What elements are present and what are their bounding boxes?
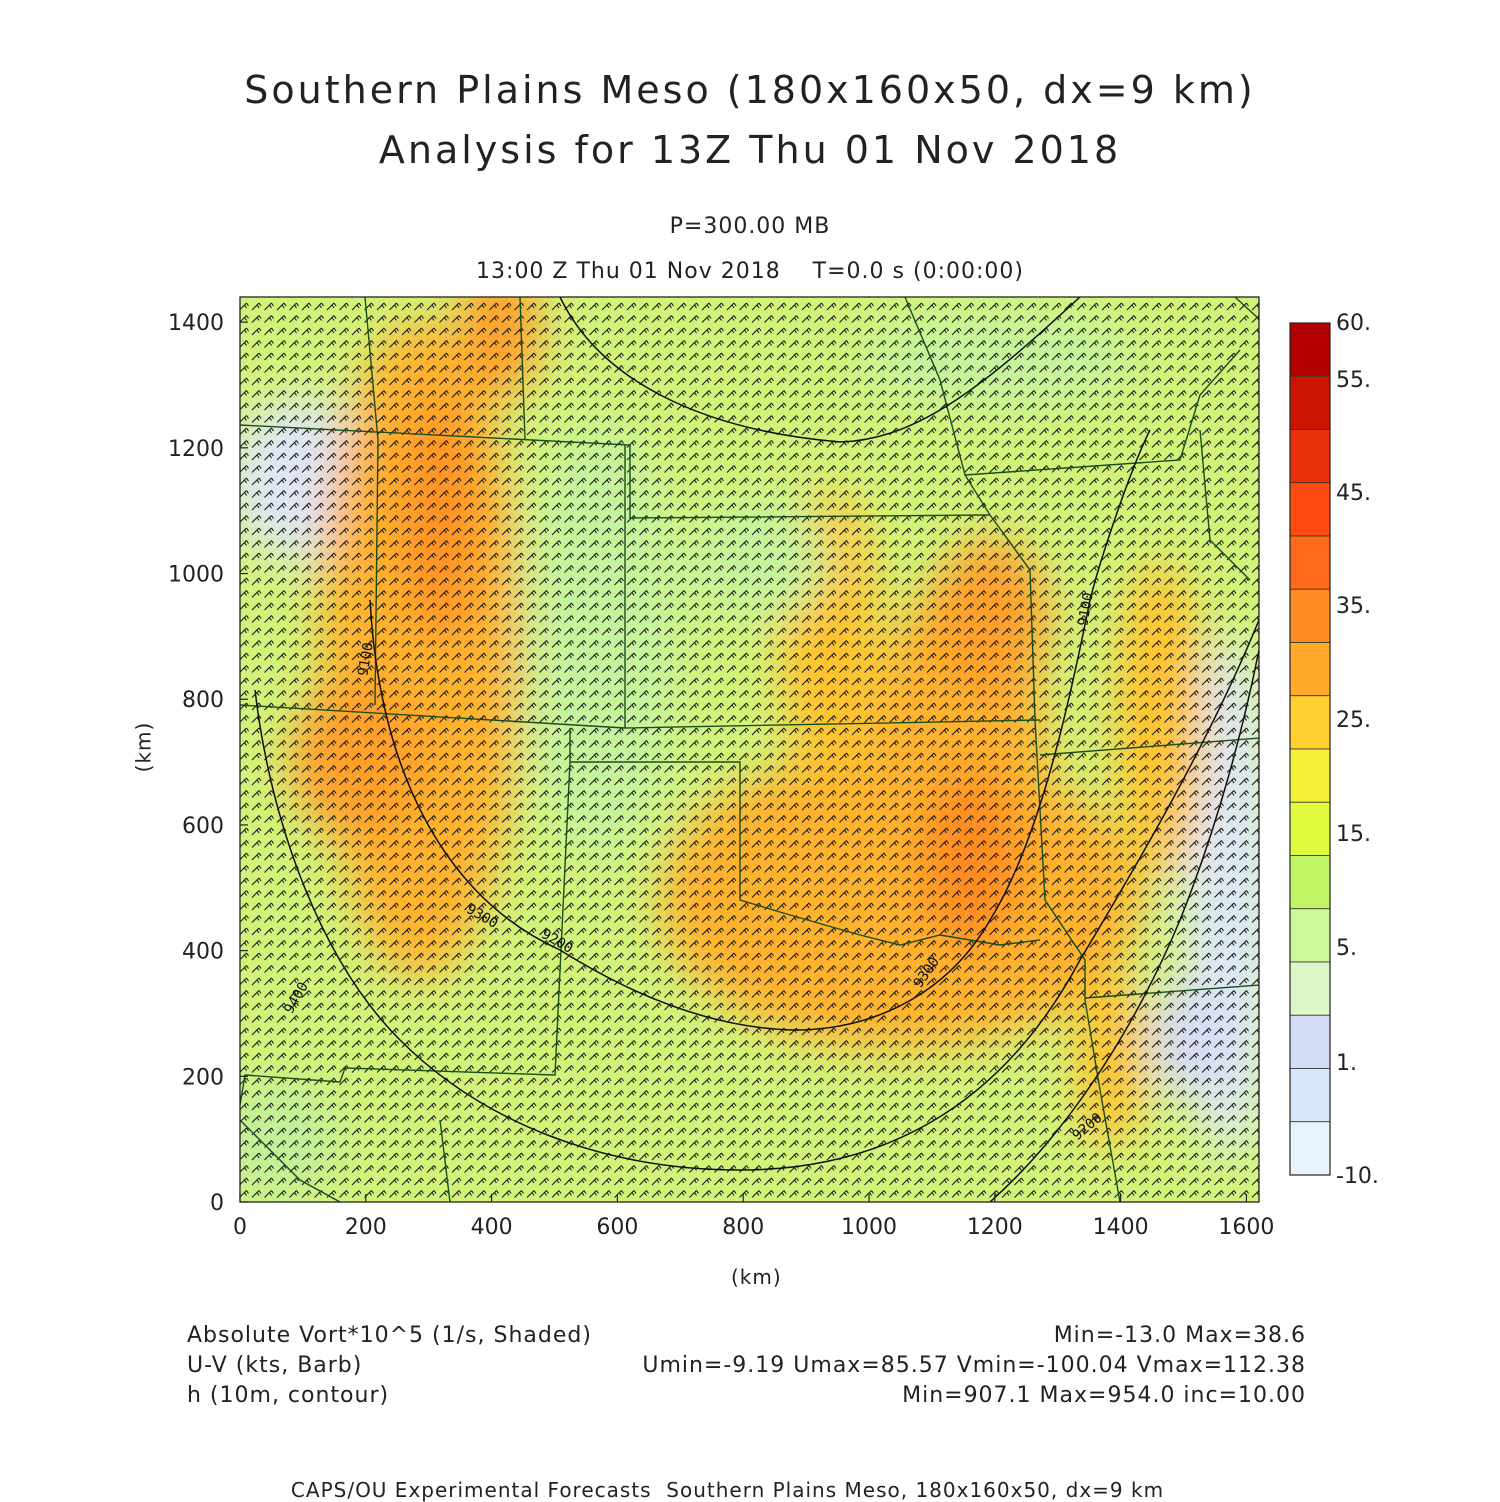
colorbar-label: 5.	[1336, 936, 1357, 961]
contour-label: 9100	[1075, 591, 1097, 627]
colorbar-label: 45.	[1336, 481, 1371, 506]
colorbar-swatch	[1289, 1121, 1331, 1176]
y-tick-label: 600	[182, 814, 224, 839]
colorbar-swatch	[1289, 375, 1331, 430]
vorticity-field	[240, 297, 1259, 1202]
colorbar-swatch	[1289, 748, 1331, 803]
y-tick-label: 1000	[168, 563, 224, 588]
colorbar-swatch	[1289, 961, 1331, 1016]
colorbar-swatch	[1289, 588, 1331, 643]
x-tick-label: 1600	[1218, 1215, 1274, 1240]
colorbar-label: 25.	[1336, 708, 1371, 733]
x-tick-label: 0	[233, 1215, 247, 1240]
colorbar-label: 35.	[1336, 594, 1371, 619]
y-tick-label: 1200	[168, 437, 224, 462]
y-axis-ticks: 0 200 400 600 800 1000 1200 1400	[168, 311, 248, 1216]
x-tick-label: 1200	[967, 1215, 1023, 1240]
colorbar-frame	[1289, 322, 1331, 1176]
colorbar-swatch	[1289, 482, 1331, 537]
colorbar-swatch	[1289, 1068, 1331, 1123]
y-tick-label: 400	[182, 940, 224, 965]
barb-field-label: U-V (kts, Barb)	[187, 1353, 363, 1378]
colorbar-swatch	[1289, 642, 1331, 697]
shaded-field-stats: Min=-13.0 Max=38.6	[1053, 1323, 1306, 1348]
colorbar-label: 1.	[1336, 1051, 1357, 1076]
colorbar-labels: 60. 55. 45. 35. 25. 15. 5. 1. -10.	[1336, 311, 1379, 1189]
colorbar-swatch	[1289, 322, 1331, 377]
pressure-level: P=300.00 MB	[669, 214, 831, 239]
title-line-2: Analysis for 13Z Thu 01 Nov 2018	[378, 128, 1122, 172]
barb-field-stats: Umin=-9.19 Umax=85.57 Vmin=-100.04 Vmax=…	[642, 1353, 1306, 1378]
colorbar-label: 15.	[1336, 822, 1371, 847]
y-tick-label: 800	[182, 688, 224, 713]
colorbar-swatch	[1289, 429, 1331, 484]
contour-field-label: h (10m, contour)	[187, 1383, 390, 1408]
colorbar-label: 55.	[1336, 368, 1371, 393]
title-line-1: Southern Plains Meso (180x160x50, dx=9 k…	[244, 68, 1256, 112]
colorbar-swatch	[1289, 695, 1331, 750]
x-tick-label: 1000	[841, 1215, 897, 1240]
colorbar-label: -10.	[1336, 1164, 1379, 1189]
colorbar-swatch	[1289, 1014, 1331, 1069]
shaded-field-label: Absolute Vort*10^5 (1/s, Shaded)	[187, 1323, 592, 1348]
colorbar	[1289, 322, 1331, 1176]
colorbar-swatch	[1289, 535, 1331, 590]
y-tick-label: 1400	[168, 311, 224, 336]
x-axis-label: (km)	[731, 1265, 782, 1289]
y-tick-label: 0	[210, 1191, 224, 1216]
x-tick-label: 1400	[1093, 1215, 1149, 1240]
x-tick-label: 200	[345, 1215, 387, 1240]
colorbar-label: 60.	[1336, 311, 1371, 336]
y-tick-label: 200	[182, 1065, 224, 1090]
credit-line: CAPS/OU Experimental Forecasts Southern …	[290, 1478, 1165, 1502]
x-tick-label: 800	[722, 1215, 764, 1240]
colorbar-swatch	[1289, 801, 1331, 856]
valid-time: 13:00 Z Thu 01 Nov 2018 T=0.0 s (0:00:00…	[476, 259, 1024, 284]
contour-label: 9100	[355, 641, 377, 677]
y-axis-label: (km)	[131, 721, 156, 773]
x-tick-label: 400	[471, 1215, 513, 1240]
x-tick-label: 600	[596, 1215, 638, 1240]
colorbar-swatch	[1289, 855, 1331, 910]
plot-frame	[239, 296, 1260, 1203]
colorbar-swatch	[1289, 908, 1331, 963]
contour-field-stats: Min=907.1 Max=954.0 inc=10.00	[902, 1383, 1306, 1408]
x-axis-ticks: 0 200 400 600 800 1000 1200 1400 1600	[233, 1194, 1274, 1240]
